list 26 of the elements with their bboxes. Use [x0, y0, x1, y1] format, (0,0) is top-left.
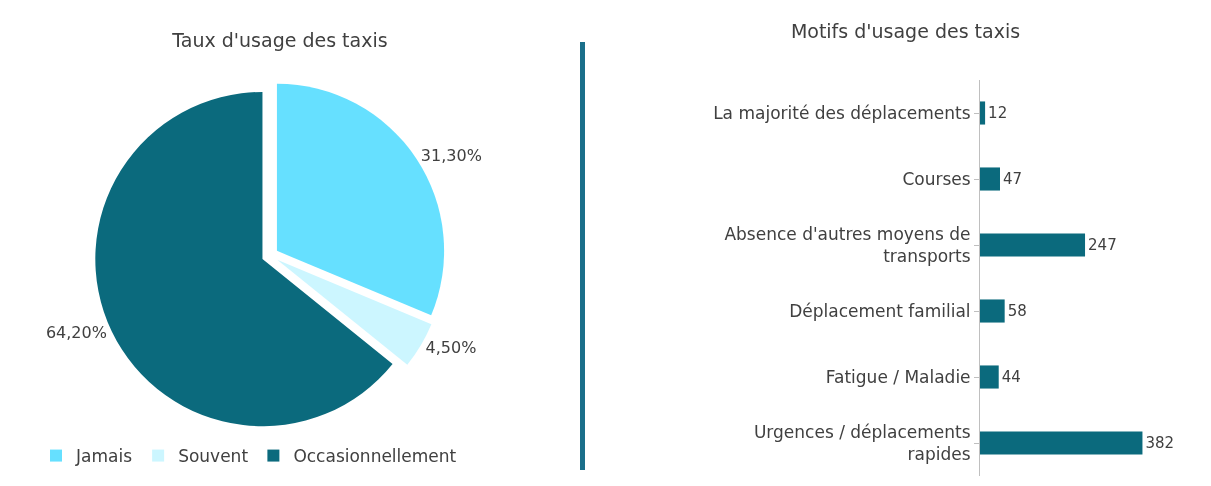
y-tick-label: Absence d'autres moyens de transports — [724, 223, 971, 266]
data-label: 4,50% — [425, 338, 477, 358]
y-tick-label: La majorité des déplacements — [713, 102, 971, 123]
y-tick-label: Déplacement familial — [789, 300, 971, 321]
bar — [980, 167, 1000, 191]
data-label: 12 — [988, 104, 1008, 122]
bar — [980, 101, 986, 125]
data-label: 64,20% — [45, 323, 107, 343]
y-tick-label: Courses — [902, 168, 971, 189]
chart-title: Taux d'usage des taxis — [171, 29, 388, 52]
y-tick-label: Urgences / déplacements rapides — [753, 421, 971, 464]
bar — [980, 299, 1005, 323]
data-label: 47 — [1002, 170, 1023, 188]
data-label: 31,30% — [420, 145, 482, 165]
data-label: 58 — [1007, 302, 1027, 320]
legend-label: Souvent — [178, 446, 249, 467]
legend-label: Occasionnellement — [293, 446, 457, 467]
bar — [980, 365, 999, 389]
data-label: 382 — [1145, 434, 1175, 452]
data-label: 247 — [1088, 236, 1117, 254]
bar — [980, 431, 1143, 455]
data-label: 44 — [1001, 368, 1021, 386]
bar — [980, 233, 1086, 257]
legend-label: Jamais — [75, 446, 133, 467]
y-tick-label: Fatigue / Maladie — [825, 366, 971, 387]
chart-title: Motifs d'usage des taxis — [790, 19, 1021, 42]
